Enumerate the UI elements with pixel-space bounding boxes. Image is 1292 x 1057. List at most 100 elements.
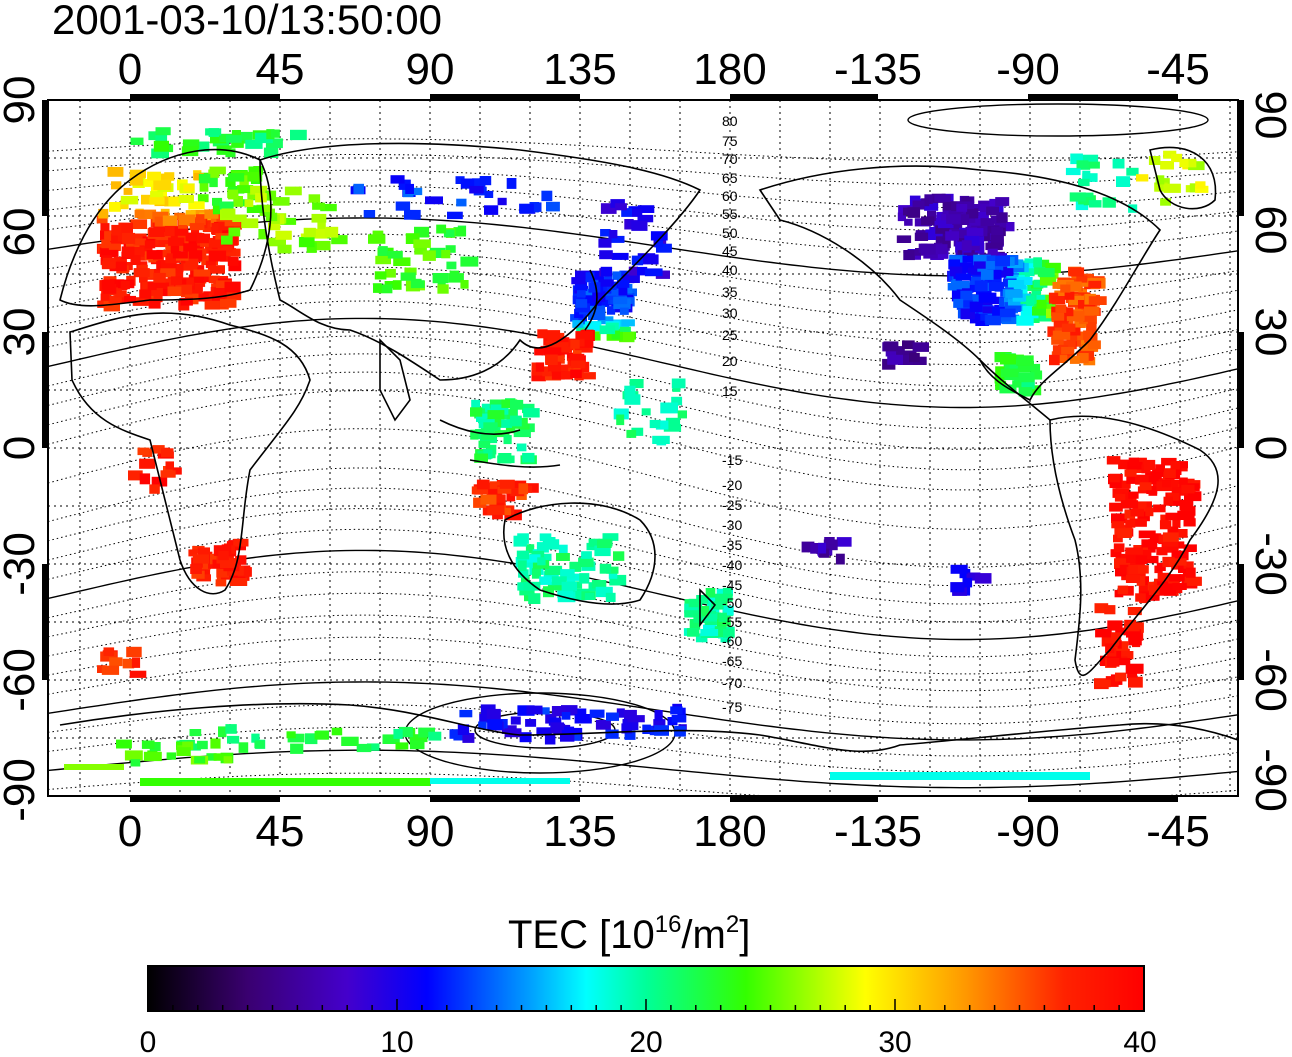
axis-tick-bar xyxy=(730,94,878,100)
tec-patch xyxy=(1128,676,1143,688)
tec-patch xyxy=(1115,627,1128,635)
tec-patch xyxy=(414,246,427,255)
tec-patch xyxy=(1154,182,1168,192)
map-timestamp: 2001-03-10/13:50:00 xyxy=(52,0,442,43)
tec-patch xyxy=(144,293,156,305)
tec-patch xyxy=(660,402,678,414)
contour-label: 60 xyxy=(722,188,738,204)
tec-patch xyxy=(472,178,486,188)
tec-patch xyxy=(1136,174,1149,182)
tec-patch xyxy=(199,271,212,283)
tec-patch xyxy=(627,715,645,723)
tec-patch xyxy=(723,628,735,638)
tec-patch xyxy=(164,172,175,181)
tec-patch xyxy=(1087,340,1101,350)
tec-patch xyxy=(629,379,644,389)
tec-patch xyxy=(896,235,912,243)
tec-patch xyxy=(460,178,475,189)
tec-patch xyxy=(1159,520,1172,530)
tec-patch xyxy=(904,218,913,226)
tec-patch xyxy=(104,231,116,241)
tec-patch xyxy=(311,213,327,223)
tec-patch xyxy=(618,326,631,337)
contour-line xyxy=(48,659,1238,725)
contour-label: -45 xyxy=(722,577,742,593)
tec-patch xyxy=(554,581,567,591)
tec-patch xyxy=(801,541,815,553)
tec-patch xyxy=(268,222,281,231)
tec-patch xyxy=(341,736,359,746)
tec-patch xyxy=(324,226,339,238)
tec-patch xyxy=(130,219,148,229)
tec-patch xyxy=(1006,257,1015,266)
tec-patch xyxy=(907,207,921,218)
tec-patch xyxy=(124,295,136,304)
tec-patch xyxy=(975,288,992,296)
tec-patch xyxy=(212,559,224,569)
tec-patch xyxy=(571,590,587,601)
tec-patch xyxy=(510,399,524,410)
tec-patch xyxy=(544,539,560,550)
tec-patch xyxy=(1124,509,1136,519)
tec-patch xyxy=(489,481,501,489)
tec-patch xyxy=(996,212,1008,223)
left-tick-label: -90 xyxy=(0,758,44,822)
tec-patch xyxy=(132,247,145,257)
tec-patch xyxy=(1143,459,1156,470)
tec-patch xyxy=(1080,154,1099,164)
tec-patch xyxy=(517,705,535,716)
tec-patch xyxy=(581,551,592,559)
tec-patch xyxy=(471,399,480,408)
left-tick-label: 90 xyxy=(0,76,44,125)
tec-patch xyxy=(519,586,535,596)
tec-patch xyxy=(225,291,242,301)
tec-patch xyxy=(212,204,225,215)
tec-patch xyxy=(497,486,512,494)
tec-patch xyxy=(656,243,672,253)
tec-patch xyxy=(155,127,171,136)
tec-patch xyxy=(1109,473,1120,483)
tec-patch xyxy=(952,214,970,225)
tec-patch xyxy=(195,559,211,570)
tec-patch xyxy=(378,284,393,294)
tec-data-patches xyxy=(64,127,1209,786)
tec-patch xyxy=(506,178,517,189)
tec-patch xyxy=(920,243,936,255)
tec-patch xyxy=(1148,485,1158,496)
tec-patch xyxy=(642,724,651,734)
tec-patch xyxy=(519,203,534,214)
tec-patch xyxy=(1111,632,1122,641)
tec-patch xyxy=(600,292,616,300)
tec-patch xyxy=(999,308,1016,318)
tec-patch xyxy=(425,196,443,205)
tec-patch xyxy=(608,235,625,243)
tec-patch xyxy=(1083,314,1095,322)
tec-patch xyxy=(1139,482,1152,491)
tec-patch xyxy=(1148,156,1161,165)
left-tick-label: 30 xyxy=(0,308,44,357)
tec-patch xyxy=(497,419,512,428)
contour-label: -60 xyxy=(722,633,742,649)
tec-patch xyxy=(1138,585,1156,595)
tec-patch xyxy=(510,488,525,497)
tec-patch xyxy=(410,740,425,750)
tec-patch xyxy=(537,557,546,566)
tec-patch xyxy=(1052,345,1069,355)
tec-patch xyxy=(1086,326,1095,334)
tec-patch xyxy=(1168,497,1180,506)
tec-patch xyxy=(707,594,722,605)
tec-patch xyxy=(221,235,233,245)
tec-patch xyxy=(973,261,986,269)
tec-patch xyxy=(152,445,165,454)
tec-patch xyxy=(536,727,552,736)
tec-patch xyxy=(1171,487,1188,496)
tec-patch xyxy=(1030,363,1041,374)
tec-patch xyxy=(231,140,244,148)
coastline xyxy=(59,702,1238,753)
contour-label: 20 xyxy=(722,353,738,369)
tec-patch xyxy=(655,270,670,279)
tec-patch xyxy=(225,724,237,734)
tec-patch xyxy=(1059,340,1076,349)
tec-patch xyxy=(130,137,144,145)
tec-patch xyxy=(978,292,997,303)
